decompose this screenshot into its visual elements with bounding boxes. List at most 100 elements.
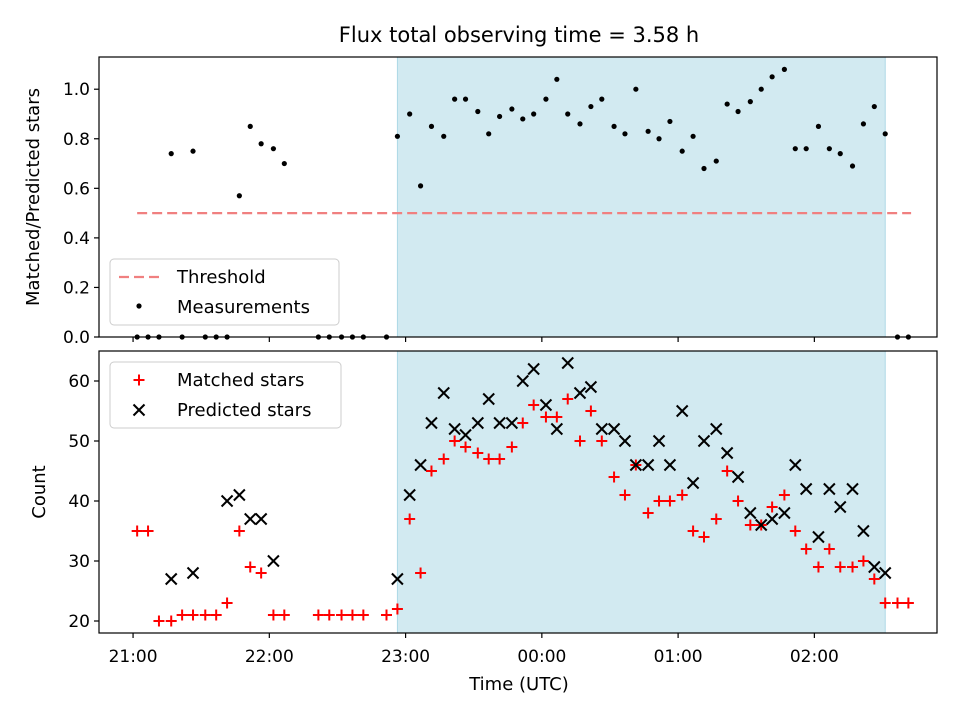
matched-star-point [449, 435, 461, 447]
x-tick-label: 02:00 [790, 647, 839, 667]
measurement-point [860, 121, 867, 127]
predicted-star-point [254, 512, 268, 526]
measurement-point [690, 133, 696, 139]
matched-star-point [415, 567, 427, 579]
matched-star-point [438, 453, 450, 465]
matched-star-point [187, 609, 199, 621]
matched-star-point [608, 471, 620, 483]
x-b [186, 566, 200, 580]
matched-star-point [346, 609, 358, 621]
predicted-star-point [778, 506, 791, 520]
matched-star-point [528, 399, 540, 411]
observing-window-rect [396, 350, 886, 634]
x-b [414, 458, 427, 472]
matched-star-point [517, 417, 529, 429]
predicted-star-point [652, 434, 666, 448]
matched-star-point [596, 435, 608, 447]
x-b [220, 494, 234, 508]
matched-star-point [336, 609, 348, 621]
x-b [516, 374, 529, 388]
predicted-star-point [425, 416, 438, 430]
x-b [846, 482, 859, 496]
matched-star-point [698, 531, 710, 543]
x-b [584, 380, 598, 394]
y-tick-label: 40 [68, 492, 90, 512]
x-b [868, 560, 881, 574]
predicted-star-point [516, 374, 529, 388]
measurement-point [882, 131, 888, 137]
x-b [744, 506, 757, 520]
measurement-point [803, 146, 809, 152]
measurement-point [645, 128, 651, 134]
ratio-x-ticks [132, 337, 815, 342]
x-b [812, 530, 825, 544]
x-b [834, 500, 847, 514]
measurement-point [713, 158, 719, 164]
predicted-star-point [550, 422, 564, 436]
measurement-point [475, 108, 481, 115]
x-b [778, 506, 791, 520]
predicted-star-point [765, 512, 779, 526]
matched-star-point [687, 525, 699, 537]
predicted-star-point [505, 416, 519, 430]
predicted-star-point [414, 458, 427, 472]
x-tick-label: 23:00 [381, 647, 430, 667]
matched-star-point [619, 489, 631, 501]
predicted-star-point [799, 482, 813, 496]
x-b [482, 392, 495, 406]
measurement-point [701, 165, 707, 172]
matched-star-point [278, 609, 290, 621]
ratio-panel: 0.0 0.2 0.4 0.6 0.8 1.0 Matched/Predicted sta… [23, 56, 938, 348]
count-legend: Matched stars Predicted stars [109, 361, 342, 429]
matched-star-point [879, 597, 891, 609]
matched-star-point [778, 489, 790, 501]
predicted-star-point [573, 386, 587, 400]
x-b [652, 434, 666, 448]
measurement-point [247, 123, 253, 129]
predicted-star-point [731, 470, 745, 484]
x-b [710, 422, 723, 436]
matched-star-point [153, 615, 165, 627]
x-b [607, 422, 621, 436]
measurement-point [679, 148, 685, 154]
legend-measurements-swatch [136, 303, 142, 309]
measurement-point [611, 123, 617, 129]
matched-star-point [460, 441, 472, 453]
predicted-star-point [710, 422, 723, 436]
matched-star-point [323, 609, 335, 621]
y-tick-label: 0.0 [63, 328, 90, 348]
predicted-star-point [437, 386, 450, 400]
predicted-star-point [539, 398, 553, 412]
x-b [823, 482, 836, 496]
matched-star-point [642, 507, 654, 519]
x-b [675, 404, 689, 418]
measurement-point [826, 146, 832, 152]
measurement-point [588, 103, 594, 110]
matched-star-point [744, 519, 756, 531]
predicted-star-point [641, 458, 655, 472]
x-b [527, 362, 540, 376]
measurement-point [871, 103, 877, 110]
matched-star-point [494, 453, 506, 465]
matched-star-point [721, 465, 733, 477]
matched-star-point [425, 465, 437, 477]
measurement-point [428, 123, 435, 129]
measurement-point [520, 116, 526, 122]
matched-star-point [255, 567, 267, 579]
legend-threshold-label: Threshold [176, 267, 266, 288]
matched-star-point [562, 393, 574, 405]
measurement-point [462, 96, 469, 102]
legend-predicted-swatch [132, 403, 146, 417]
predicted-star-point [663, 458, 677, 472]
x-b [755, 518, 768, 532]
predicted-star-point [697, 434, 711, 448]
predicted-star-point [391, 572, 404, 586]
measurement-point [792, 146, 798, 152]
measurement-point [258, 141, 264, 147]
matched-star-point [857, 555, 869, 567]
predicted-star-point [233, 488, 246, 502]
measurement-point [509, 106, 515, 112]
predicted-star-point [186, 566, 200, 580]
measurement-point [168, 151, 174, 157]
